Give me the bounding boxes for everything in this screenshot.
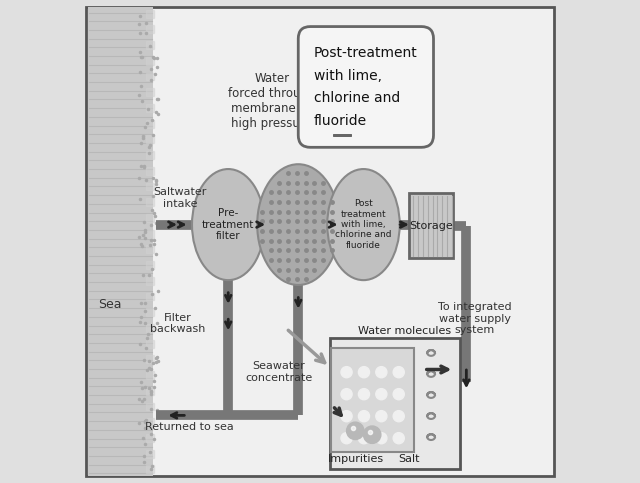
Polygon shape [146, 88, 154, 96]
Text: Post
treatment
with lime,
chlorine and
fluoride: Post treatment with lime, chlorine and f… [335, 199, 392, 250]
Text: Water
forced through
membrane at
high pressure: Water forced through membrane at high pr… [228, 72, 316, 130]
Polygon shape [146, 450, 154, 457]
Polygon shape [146, 308, 154, 316]
Polygon shape [146, 214, 154, 222]
Circle shape [341, 411, 352, 422]
Circle shape [393, 433, 404, 444]
Text: Storage: Storage [409, 221, 453, 231]
Polygon shape [146, 183, 154, 190]
Polygon shape [146, 151, 154, 159]
Text: To integrated
water supply
system: To integrated water supply system [438, 302, 511, 335]
Circle shape [341, 433, 352, 444]
Polygon shape [146, 418, 154, 426]
Circle shape [393, 389, 404, 400]
Text: Salt: Salt [399, 454, 420, 464]
Ellipse shape [327, 169, 400, 280]
Polygon shape [146, 57, 154, 65]
Circle shape [376, 433, 387, 444]
Circle shape [358, 433, 369, 444]
Circle shape [341, 389, 352, 400]
Polygon shape [146, 245, 154, 253]
Polygon shape [146, 293, 154, 300]
Polygon shape [146, 72, 154, 80]
FancyBboxPatch shape [331, 348, 414, 452]
Polygon shape [146, 167, 154, 175]
Polygon shape [146, 41, 154, 49]
Text: Seawater
concentrate: Seawater concentrate [245, 361, 312, 383]
Polygon shape [146, 324, 154, 332]
Circle shape [376, 367, 387, 378]
Circle shape [347, 422, 364, 440]
Polygon shape [146, 355, 154, 363]
Polygon shape [146, 10, 154, 17]
Text: Filter
backwash: Filter backwash [150, 313, 205, 334]
Text: Sea: Sea [98, 298, 122, 311]
Ellipse shape [192, 169, 264, 280]
Polygon shape [88, 7, 154, 476]
Polygon shape [146, 387, 154, 395]
Circle shape [376, 411, 387, 422]
FancyBboxPatch shape [410, 193, 453, 258]
Polygon shape [146, 277, 154, 284]
FancyBboxPatch shape [86, 7, 554, 476]
Circle shape [341, 367, 352, 378]
Circle shape [358, 389, 369, 400]
Circle shape [376, 389, 387, 400]
Circle shape [393, 367, 404, 378]
Polygon shape [146, 261, 154, 269]
Circle shape [393, 411, 404, 422]
Polygon shape [146, 26, 154, 33]
Polygon shape [146, 403, 154, 411]
Text: Impurities: Impurities [328, 454, 384, 464]
Polygon shape [146, 199, 154, 206]
FancyBboxPatch shape [330, 338, 460, 469]
Text: Returned to sea: Returned to sea [145, 423, 234, 432]
Text: Water molecules: Water molecules [358, 326, 451, 336]
Text: Pre-
treatment
filter: Pre- treatment filter [202, 208, 255, 241]
Polygon shape [146, 230, 154, 238]
Text: Post-treatment
with lime,
chlorine and
fluoride: Post-treatment with lime, chlorine and f… [314, 46, 418, 128]
Circle shape [358, 411, 369, 422]
Circle shape [364, 426, 381, 443]
Polygon shape [146, 466, 154, 473]
Polygon shape [146, 135, 154, 143]
Polygon shape [146, 120, 154, 128]
Polygon shape [146, 434, 154, 442]
Polygon shape [146, 104, 154, 112]
FancyBboxPatch shape [298, 27, 433, 147]
Circle shape [358, 367, 369, 378]
Polygon shape [146, 371, 154, 379]
Ellipse shape [257, 164, 339, 285]
Polygon shape [146, 340, 154, 348]
Text: Saltwater
intake: Saltwater intake [153, 187, 207, 209]
